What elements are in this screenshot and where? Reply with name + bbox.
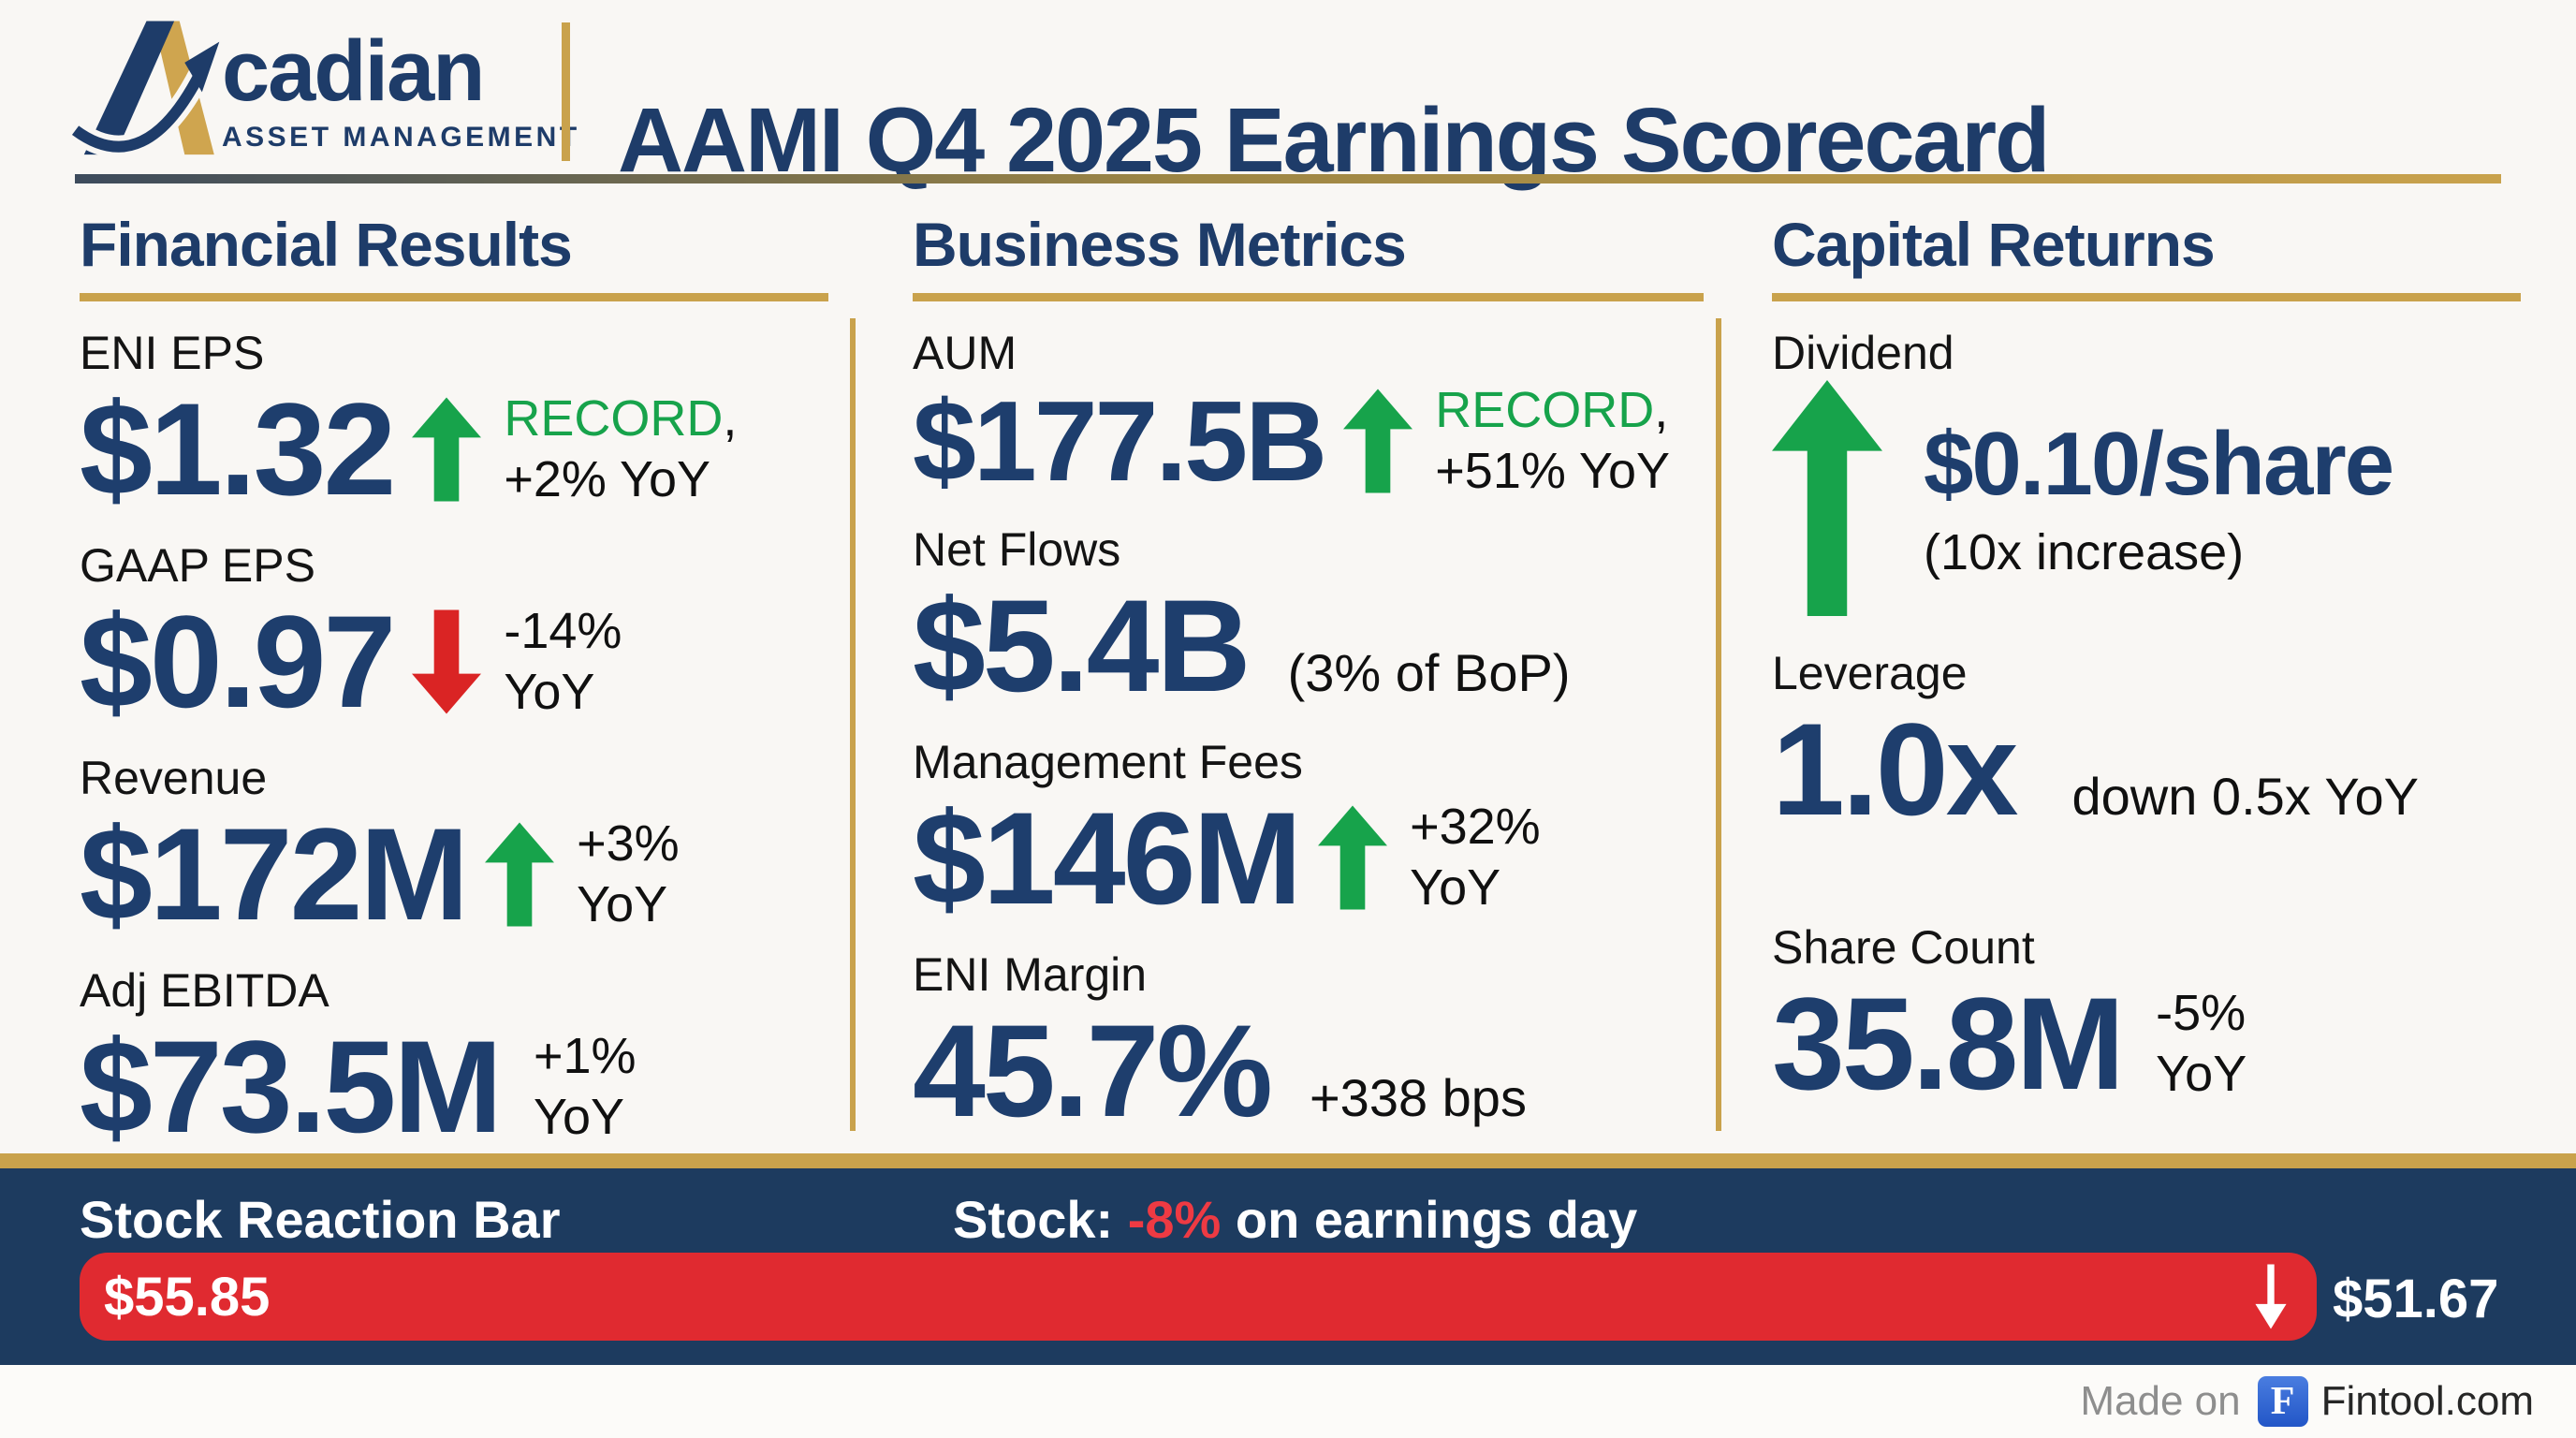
metric-note: +3% YoY	[577, 814, 680, 932]
acadian-logo: cadian ASSET MANAGEMENT	[70, 13, 580, 157]
metric-label: GAAP EPS	[80, 539, 315, 592]
metric-label: Net Flows	[913, 522, 1121, 576]
metric-value: $73.5M	[80, 1013, 503, 1160]
made-on-label: Made on	[2080, 1378, 2241, 1424]
up-arrow-icon	[1318, 805, 1388, 910]
band-title: Stock Reaction Bar	[80, 1190, 561, 1249]
metric-note: down 0.5x YoY	[2071, 767, 2420, 826]
column-divider	[850, 318, 856, 1131]
stock-reaction-band: Stock Reaction Bar Stock: -8% on earning…	[0, 1168, 2576, 1365]
metric-revenue: Revenue $172M +3% YoY	[80, 751, 828, 943]
metric-label: AUM	[913, 327, 1017, 379]
metric-value: 1.0x	[1772, 696, 2018, 843]
stock-change-value: -8%	[1127, 1190, 1222, 1249]
metric-label: Dividend	[1772, 327, 1954, 379]
metric-aum: AUM $177.5B RECORD, +51% YoY	[913, 326, 1704, 502]
metric-note: +32% YoY	[1410, 799, 1541, 917]
section-title: Capital Returns	[1772, 210, 2216, 279]
down-arrow-icon	[412, 609, 482, 713]
column-business-metrics: Business Metrics AUM $177.5B RECORD, +51…	[913, 213, 1704, 1139]
metric-eni-eps: ENI EPS $1.32 RECORD, +2% YoY	[80, 326, 828, 518]
header-divider	[562, 22, 570, 161]
metric-value: $5.4B	[913, 571, 1251, 719]
start-price: $55.85	[104, 1266, 271, 1328]
up-arrow-icon	[412, 397, 482, 501]
section-title: Business Metrics	[913, 210, 1407, 279]
metric-label: Management Fees	[913, 735, 1303, 788]
band-caption: Stock: -8% on earnings day	[953, 1190, 1638, 1249]
metric-label: ENI Margin	[913, 947, 1148, 1001]
brand-wordmark: cadian ASSET MANAGEMENT	[222, 13, 580, 154]
metric-note: RECORD, +51% YoY	[1435, 382, 1671, 499]
section-underline	[1772, 293, 2521, 301]
stock-price-bar: $55.85	[80, 1253, 2317, 1341]
metric-value: 35.8M	[1772, 970, 2125, 1117]
column-divider	[1716, 318, 1721, 1131]
metric-note: -5% YoY	[2156, 984, 2247, 1102]
metric-net-flows: Net Flows $5.4B (3% of BoP)	[913, 522, 1704, 714]
stock-down-arrow-icon	[2255, 1264, 2287, 1329]
metric-value: $146M	[913, 784, 1302, 932]
footer: Made on F Fintool.com	[0, 1365, 2576, 1438]
metric-subnote: (10x increase)	[1924, 523, 2245, 580]
fintool-logo-icon: F	[2257, 1376, 2308, 1427]
metric-value: $0.10/share	[1924, 414, 2394, 515]
fintool-site-label: Fintool.com	[2320, 1378, 2534, 1424]
metric-note: RECORD, +2% YoY	[504, 389, 738, 507]
metric-dividend: Dividend $0.10/share (10x increase)	[1772, 326, 2521, 616]
metric-label: ENI EPS	[80, 327, 265, 379]
metric-value: $177.5B	[913, 376, 1327, 505]
metric-leverage: Leverage 1.0x down 0.5x YoY	[1772, 646, 2521, 838]
metric-value: $1.32	[80, 375, 396, 522]
metric-note: +1% YoY	[533, 1027, 637, 1145]
metric-note: (3% of BoP)	[1287, 642, 1571, 702]
up-arrow-icon	[1343, 389, 1413, 493]
metric-label: Leverage	[1772, 647, 1968, 699]
column-financial-results: Financial Results ENI EPS $1.32 RECORD, …	[80, 213, 828, 1155]
end-price: $51.67	[2333, 1269, 2499, 1329]
metric-management-fees: Management Fees $146M +32% YoY	[913, 735, 1704, 927]
metric-note: +338 bps	[1309, 1067, 1527, 1127]
metric-value: 45.7%	[913, 996, 1273, 1144]
metric-share-count: Share Count 35.8M -5% YoY	[1772, 920, 2521, 1112]
metric-value: $0.97	[80, 588, 396, 735]
acadian-a-mark-icon	[70, 21, 220, 157]
column-capital-returns: Capital Returns Dividend $0.10/share (10…	[1772, 213, 2521, 1112]
brand-tagline: ASSET MANAGEMENT	[222, 122, 580, 153]
big-up-arrow-icon	[1772, 380, 1882, 616]
metric-eni-margin: ENI Margin 45.7% +338 bps	[913, 947, 1704, 1139]
section-underline	[913, 293, 1704, 301]
metric-adj-ebitda: Adj EBITDA $73.5M +1% YoY	[80, 963, 828, 1155]
metric-value: $172M	[80, 800, 469, 947]
metric-label: Share Count	[1772, 921, 2035, 974]
page-title: AAMI Q4 2025 Earnings Scorecard	[618, 88, 2050, 191]
band-top-border	[0, 1153, 2576, 1168]
metric-gaap-eps: GAAP EPS $0.97 -14% YoY	[80, 538, 828, 730]
section-underline	[80, 293, 828, 301]
metric-label: Revenue	[80, 752, 268, 804]
metric-note: -14% YoY	[504, 602, 622, 720]
brand-name: cadian	[222, 23, 485, 119]
section-title: Financial Results	[80, 210, 573, 279]
metric-label: Adj EBITDA	[80, 964, 329, 1017]
up-arrow-icon	[485, 822, 555, 926]
header-rule	[75, 174, 2501, 183]
